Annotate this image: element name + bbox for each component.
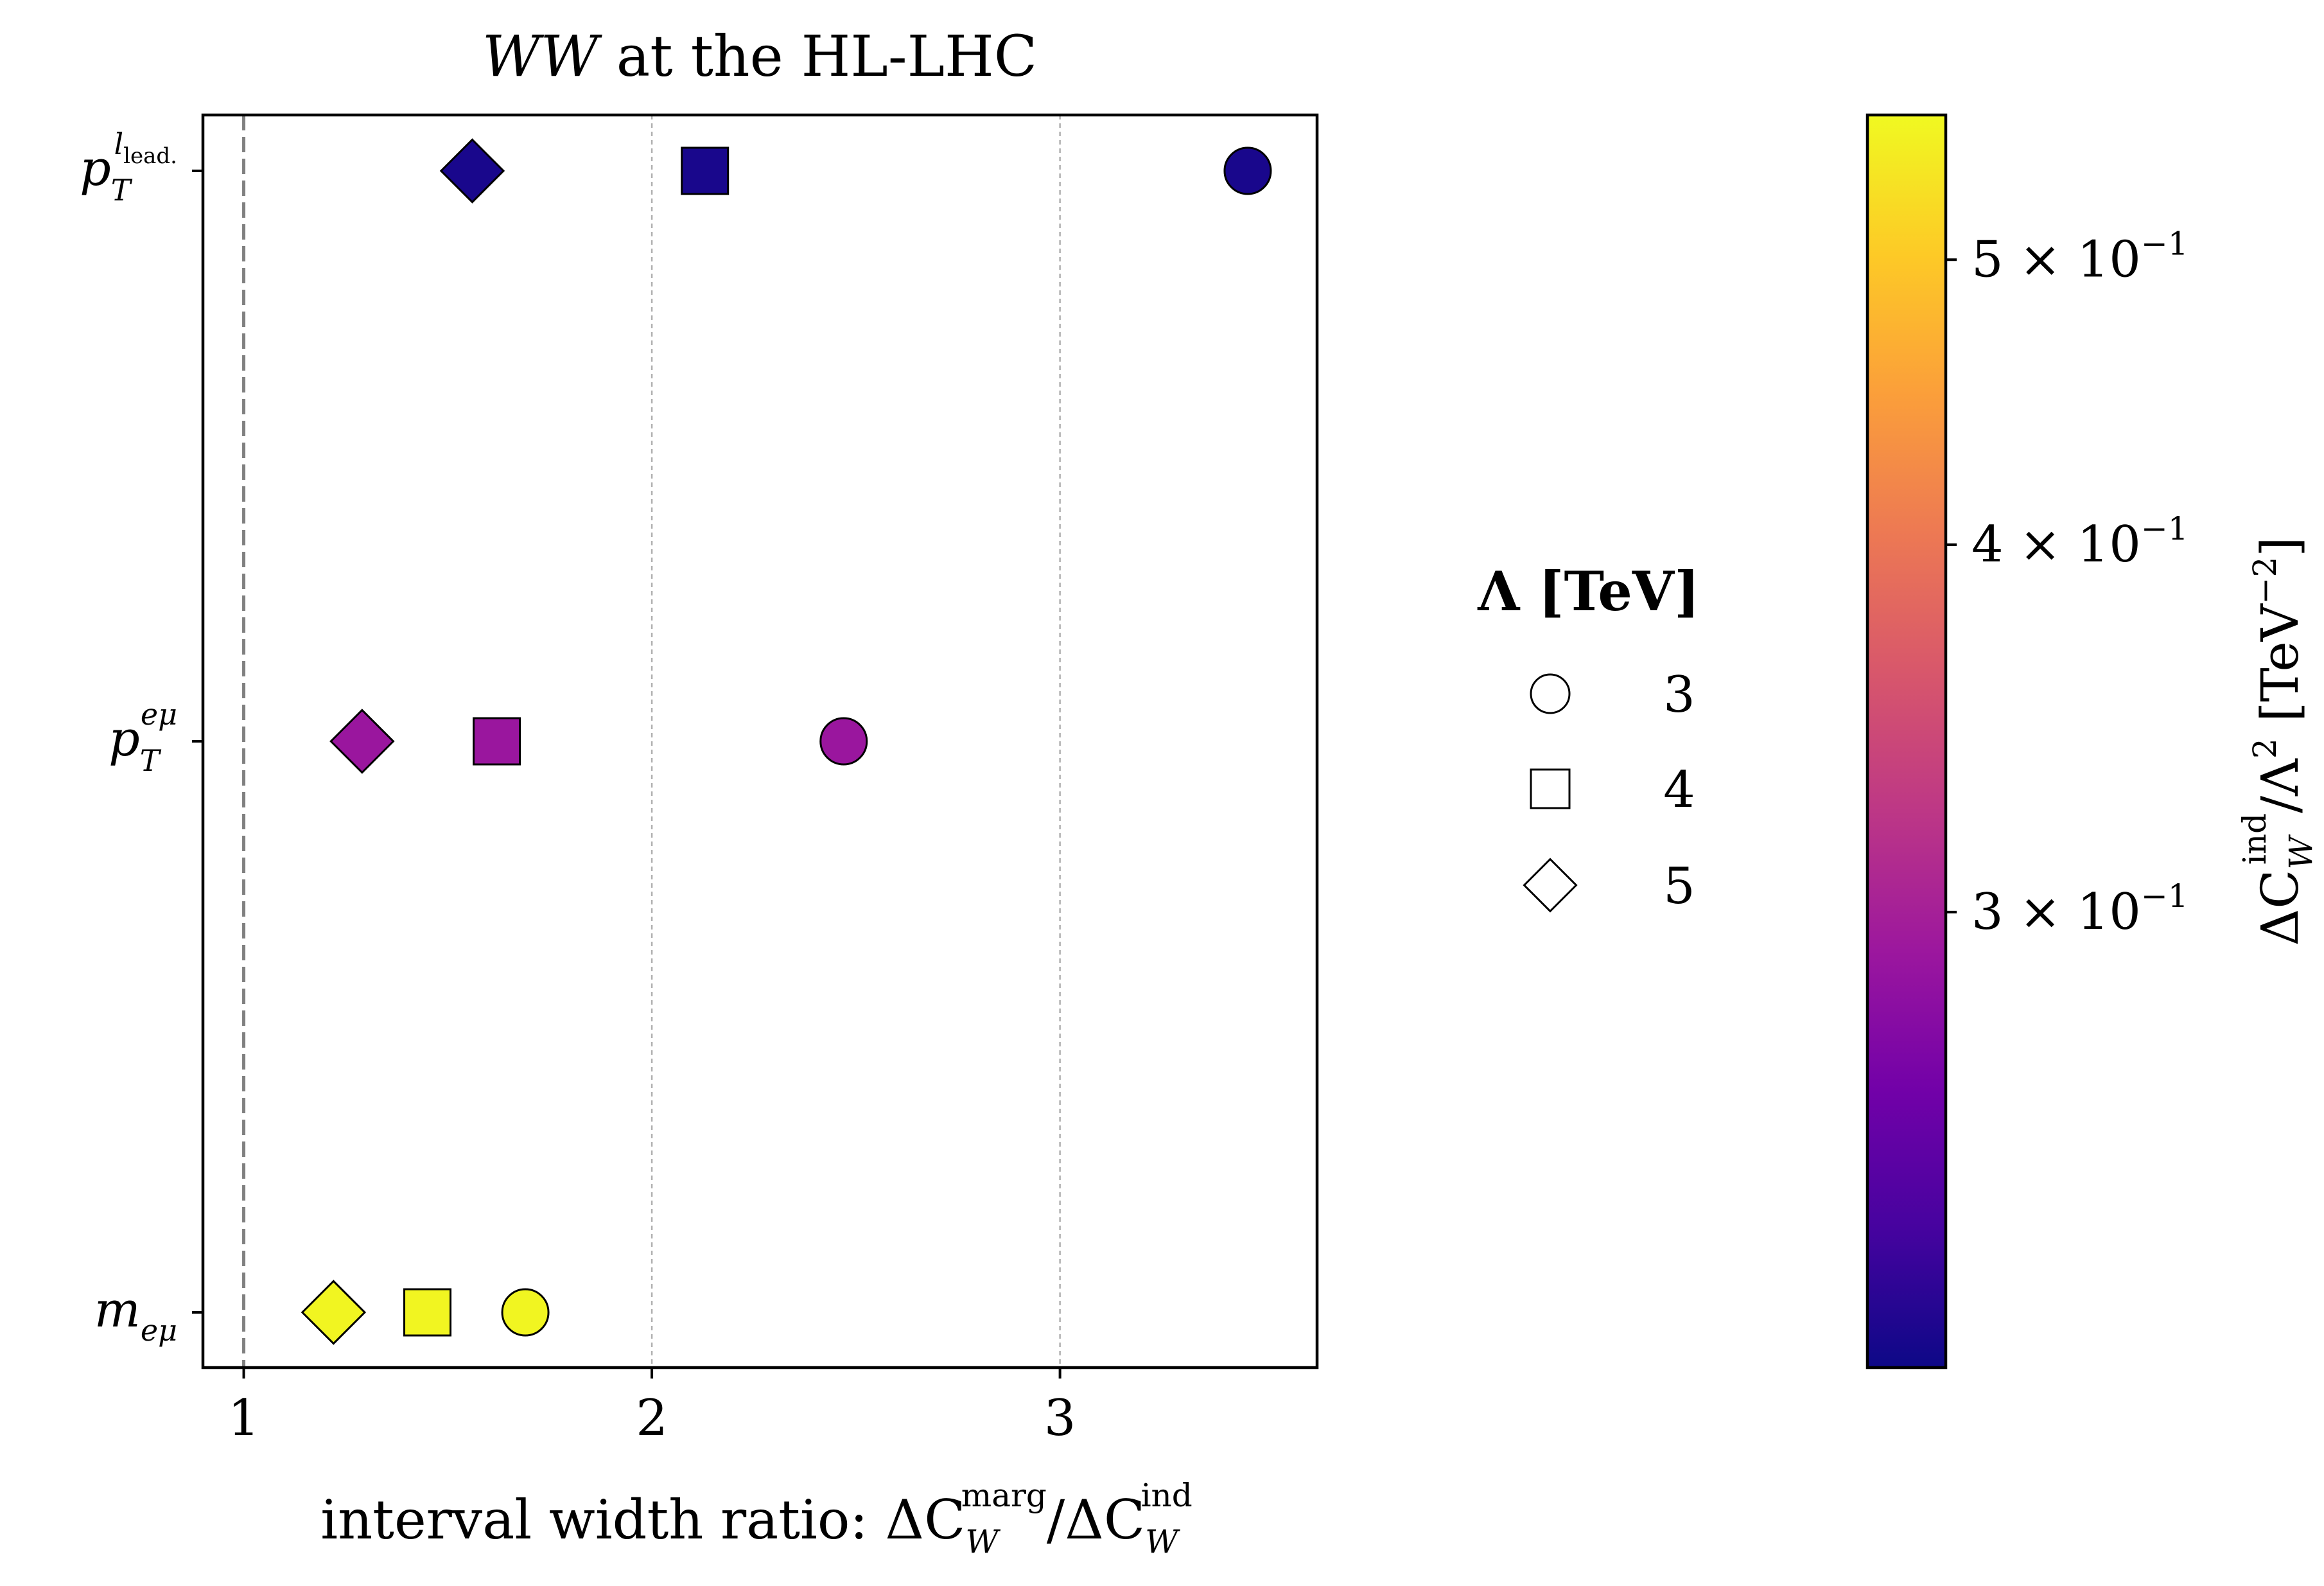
grid-layer — [651, 115, 1061, 1368]
legend-title: Λ [TeV] — [1477, 560, 1699, 623]
marker-diamond-pt_llead — [439, 138, 505, 204]
x-tick-label-1: 1 — [228, 1389, 260, 1447]
colorbar-gradient — [1865, 113, 1948, 1370]
marker-square-pt_emu — [473, 717, 521, 766]
legend: Λ [TeV] 3 4 5 — [1477, 560, 1699, 915]
legend-label-4: 4 — [1663, 761, 1695, 819]
y-tick-label-pt_llead: pTllead. — [80, 127, 177, 207]
colorbar-label: ΔCWind/Λ2 [TeV−2] — [2236, 537, 2320, 946]
legend-label-3: 3 — [1663, 666, 1695, 724]
legend-label-5: 5 — [1663, 858, 1695, 915]
legend-marker-square — [1530, 768, 1571, 809]
legend-marker-diamond — [1523, 858, 1578, 913]
colorbar-tick-label-1: 4 × 10−1 — [1971, 510, 2189, 574]
y-tick-layer: pTllead. pTeμ meμ — [80, 127, 203, 1348]
marker-diamond-pt_emu — [329, 709, 395, 774]
marker-circle-m_emu — [501, 1288, 550, 1337]
x-tick-label-2: 2 — [636, 1389, 668, 1447]
marker-circle-pt_llead — [1223, 146, 1272, 195]
chart-title: WW at the HL-LHC — [482, 23, 1037, 89]
x-tick-layer: 1 2 3 — [228, 1368, 1076, 1447]
colorbar: 3 × 10−1 4 × 10−1 5 × 10−1 ΔCWind/Λ2 [TeV−… — [1865, 113, 2320, 1370]
legend-marker-circle — [1530, 673, 1571, 714]
x-tick-label-3: 3 — [1044, 1389, 1076, 1447]
marker-square-m_emu — [403, 1288, 452, 1337]
marker-circle-pt_emu — [819, 717, 868, 766]
x-axis-label: interval width ratio: ΔCWmarg/ΔCWind — [320, 1477, 1193, 1560]
marker-square-pt_llead — [681, 146, 730, 195]
marker-diamond-m_emu — [301, 1280, 367, 1345]
y-tick-label-pt_emu: pTeμ — [109, 697, 177, 778]
marker-layer — [301, 138, 1272, 1345]
y-tick-label-m_emu: meμ — [94, 1281, 177, 1348]
colorbar-tick-label-2: 5 × 10−1 — [1971, 225, 2189, 288]
colorbar-tick-label-0: 3 × 10−1 — [1971, 877, 2189, 941]
